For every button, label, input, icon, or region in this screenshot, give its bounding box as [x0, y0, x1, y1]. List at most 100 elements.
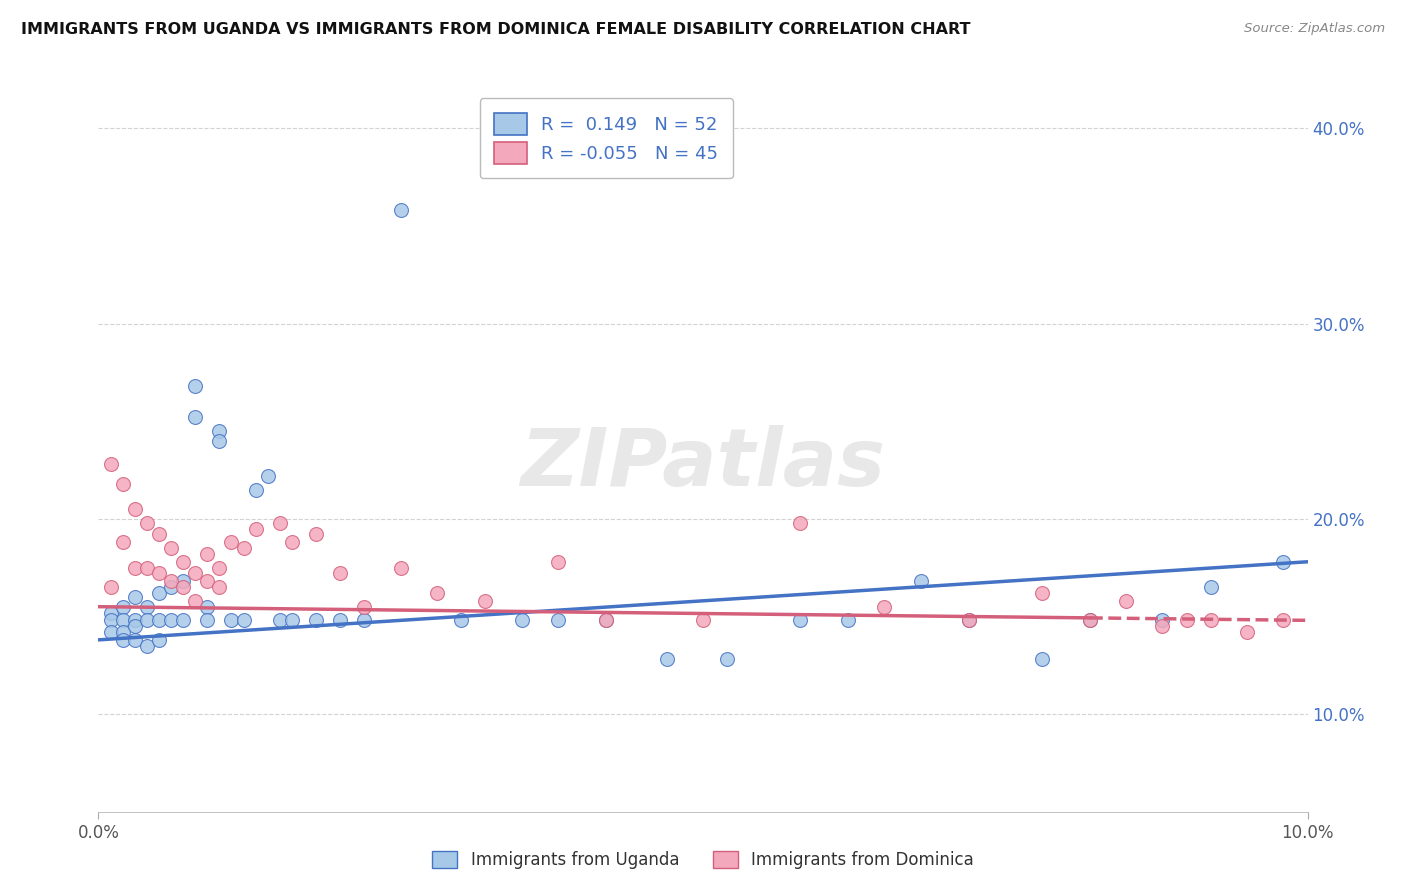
Point — [837, 613, 859, 627]
Point — [269, 516, 291, 530]
Point — [1272, 555, 1295, 569]
Point — [148, 566, 170, 581]
Point — [269, 613, 291, 627]
Point — [172, 613, 194, 627]
Point — [100, 625, 122, 640]
Point — [172, 574, 194, 589]
Point — [195, 574, 218, 589]
Point — [148, 613, 170, 627]
Point — [160, 574, 183, 589]
Point — [184, 594, 207, 608]
Point — [873, 599, 896, 614]
Point — [184, 379, 207, 393]
Point — [160, 541, 183, 555]
Point — [135, 516, 157, 530]
Point — [389, 560, 412, 574]
Point — [195, 547, 218, 561]
Point — [1031, 586, 1053, 600]
Point — [510, 613, 533, 627]
Point — [957, 613, 980, 627]
Point — [389, 203, 412, 218]
Point — [256, 468, 278, 483]
Point — [281, 613, 304, 627]
Point — [426, 586, 449, 600]
Point — [148, 586, 170, 600]
Point — [353, 613, 375, 627]
Point — [655, 652, 678, 666]
Point — [1152, 619, 1174, 633]
Point — [160, 613, 183, 627]
Point — [111, 625, 134, 640]
Point — [595, 613, 617, 627]
Point — [148, 527, 170, 541]
Point — [1272, 613, 1295, 627]
Point — [353, 599, 375, 614]
Point — [1199, 580, 1222, 594]
Text: Source: ZipAtlas.com: Source: ZipAtlas.com — [1244, 22, 1385, 36]
Point — [789, 613, 811, 627]
Point — [1115, 594, 1137, 608]
Point — [910, 574, 932, 589]
Point — [245, 483, 267, 497]
Point — [124, 619, 146, 633]
Point — [208, 580, 231, 594]
Point — [100, 613, 122, 627]
Point — [595, 613, 617, 627]
Point — [135, 639, 157, 653]
Point — [208, 434, 231, 448]
Point — [305, 613, 328, 627]
Point — [195, 613, 218, 627]
Point — [474, 594, 496, 608]
Point — [281, 535, 304, 549]
Point — [1078, 613, 1101, 627]
Point — [547, 613, 569, 627]
Point — [135, 613, 157, 627]
Point — [135, 599, 157, 614]
Point — [1031, 652, 1053, 666]
Point — [100, 580, 122, 594]
Point — [221, 535, 243, 549]
Point — [195, 599, 218, 614]
Point — [124, 590, 146, 604]
Point — [329, 566, 352, 581]
Point — [305, 527, 328, 541]
Point — [1078, 613, 1101, 627]
Point — [245, 522, 267, 536]
Point — [124, 632, 146, 647]
Point — [232, 541, 254, 555]
Point — [184, 410, 207, 425]
Point — [148, 632, 170, 647]
Point — [172, 555, 194, 569]
Point — [124, 613, 146, 627]
Point — [1152, 613, 1174, 627]
Text: ZIPatlas: ZIPatlas — [520, 425, 886, 503]
Point — [208, 560, 231, 574]
Point — [1199, 613, 1222, 627]
Text: IMMIGRANTS FROM UGANDA VS IMMIGRANTS FROM DOMINICA FEMALE DISABILITY CORRELATION: IMMIGRANTS FROM UGANDA VS IMMIGRANTS FRO… — [21, 22, 970, 37]
Point — [184, 566, 207, 581]
Point — [1175, 613, 1198, 627]
Point — [124, 560, 146, 574]
Point — [111, 613, 134, 627]
Point — [160, 580, 183, 594]
Point — [789, 516, 811, 530]
Point — [124, 502, 146, 516]
Point — [957, 613, 980, 627]
Point — [100, 606, 122, 620]
Point — [135, 560, 157, 574]
Point — [547, 555, 569, 569]
Point — [692, 613, 714, 627]
Point — [111, 535, 134, 549]
Point — [111, 632, 134, 647]
Point — [232, 613, 254, 627]
Point — [111, 476, 134, 491]
Point — [100, 457, 122, 471]
Point — [1236, 625, 1258, 640]
Point — [172, 580, 194, 594]
Point — [221, 613, 243, 627]
Point — [716, 652, 738, 666]
Point — [329, 613, 352, 627]
Point — [208, 424, 231, 438]
Point — [111, 599, 134, 614]
Point — [450, 613, 472, 627]
